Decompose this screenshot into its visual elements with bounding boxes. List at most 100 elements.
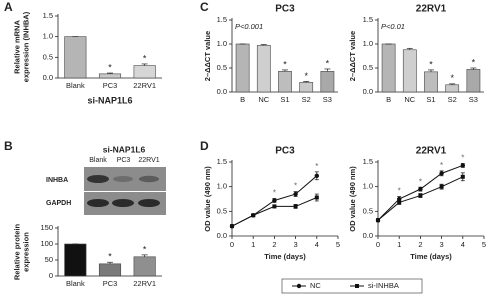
- point: [314, 173, 319, 179]
- chart-title: 22RV1: [416, 4, 447, 15]
- y-tick-label: 1.0: [217, 182, 227, 191]
- blot-lane-label: Blank: [89, 157, 107, 164]
- bar: [256, 45, 271, 93]
- y-tick-label: 1.5: [217, 157, 227, 166]
- y-tick-label: 0.5: [363, 63, 373, 72]
- point: [230, 224, 234, 229]
- x-tick-label: 2: [418, 240, 422, 249]
- bar: [133, 256, 156, 277]
- y-tick-label: 1.0: [363, 182, 373, 191]
- y-tick-label: 0.0: [217, 87, 227, 96]
- bar: [278, 71, 292, 93]
- y-axis-label: Relative mRNA: [12, 20, 21, 74]
- bar: [381, 43, 396, 93]
- bar: [424, 71, 438, 93]
- point: [314, 195, 319, 200]
- bar: [64, 243, 87, 277]
- x-tick-label: 5: [482, 240, 486, 249]
- chart-title: PC3: [275, 146, 295, 157]
- point: [272, 204, 277, 209]
- point: [376, 218, 380, 223]
- bar: [64, 36, 87, 79]
- blot-band: [87, 199, 109, 207]
- significance-mark: *: [108, 62, 112, 72]
- bar: [235, 43, 250, 93]
- significance-mark: *: [143, 53, 147, 63]
- bar: [466, 69, 481, 93]
- blot-lane-label: PC3: [117, 157, 131, 164]
- x-tick-label: 0: [230, 240, 234, 249]
- point: [272, 198, 277, 203]
- significance-mark: *: [398, 187, 401, 196]
- annotation: P<0.001: [235, 22, 263, 31]
- x-tick-label: S2: [448, 95, 457, 104]
- blot-band: [112, 199, 134, 207]
- significance-mark: *: [143, 244, 147, 254]
- x-tick-label: NC: [258, 95, 269, 104]
- legend-label: NC: [310, 281, 321, 290]
- x-tick-label: 22RV1: [133, 279, 156, 288]
- y-tick-label: 0: [49, 271, 53, 280]
- significance-mark: *: [108, 252, 112, 262]
- x-tick-label: PC3: [103, 279, 118, 288]
- significance-mark: *: [450, 73, 454, 83]
- y-tick-label: 150: [40, 223, 53, 232]
- x-tick-label: 3: [440, 240, 444, 249]
- blot-band: [139, 175, 159, 183]
- blot-band: [138, 199, 160, 207]
- significance-mark: *: [273, 189, 276, 198]
- legend-marker: [296, 283, 302, 289]
- y-tick-label: 0.5: [363, 206, 373, 215]
- blot-band: [87, 175, 109, 183]
- significance-mark: *: [472, 57, 476, 67]
- significance-mark: *: [461, 154, 464, 163]
- blot-lane-label: 22RV1: [138, 157, 159, 164]
- y-axis-label: OD value (490 nm): [348, 166, 357, 232]
- point: [439, 184, 444, 189]
- blot-row-label: INHBA: [46, 177, 68, 184]
- y-axis-label: OD value (490 nm): [203, 166, 212, 232]
- bar: [402, 49, 417, 93]
- y-tick-label: 1.0: [217, 39, 227, 48]
- x-tick-label: 2: [272, 240, 276, 249]
- y-tick-label: 1.5: [363, 157, 373, 166]
- x-axis-label: Time (days): [264, 252, 306, 261]
- x-axis-label: si-NAP1L6: [87, 95, 132, 105]
- significance-mark: *: [326, 58, 330, 68]
- x-tick-label: 0: [376, 240, 380, 249]
- point: [251, 213, 256, 218]
- y-tick-label: 1.5: [217, 15, 227, 24]
- significance-mark: *: [294, 182, 297, 191]
- bar: [98, 263, 122, 277]
- blot-row-label: GAPDH: [46, 200, 71, 207]
- point: [418, 186, 423, 192]
- y-tick-label: 1.5: [43, 11, 53, 20]
- annotation: P<0.01: [381, 22, 405, 31]
- blot-divider: [84, 191, 166, 192]
- legend-marker: [355, 284, 359, 288]
- y-tick-label: 1.0: [363, 39, 373, 48]
- point: [439, 171, 444, 176]
- x-axis-label: Time (days): [410, 252, 452, 261]
- point: [397, 200, 402, 205]
- y-axis-label: expression (INHBA): [21, 11, 30, 82]
- significance-mark: *: [440, 161, 443, 170]
- panel-letter: D: [200, 139, 209, 153]
- significance-mark: *: [429, 59, 433, 69]
- chart-title: 22RV1: [416, 146, 447, 157]
- series-line: [377, 164, 463, 221]
- chart-title: PC3: [275, 4, 295, 15]
- blot-title: si-NAP1L6: [103, 144, 146, 154]
- bar: [299, 82, 314, 93]
- blot-image: [84, 167, 166, 215]
- x-tick-label: B: [386, 95, 391, 104]
- y-axis-label: 2–ΔΔCT value: [203, 31, 212, 81]
- panel-letter: C: [200, 0, 209, 14]
- y-tick-label: 0.0: [363, 231, 373, 240]
- significance-mark: *: [283, 59, 287, 69]
- y-tick-label: 1.0: [43, 32, 53, 41]
- x-tick-label: S3: [323, 95, 332, 104]
- y-tick-label: 50: [45, 255, 53, 264]
